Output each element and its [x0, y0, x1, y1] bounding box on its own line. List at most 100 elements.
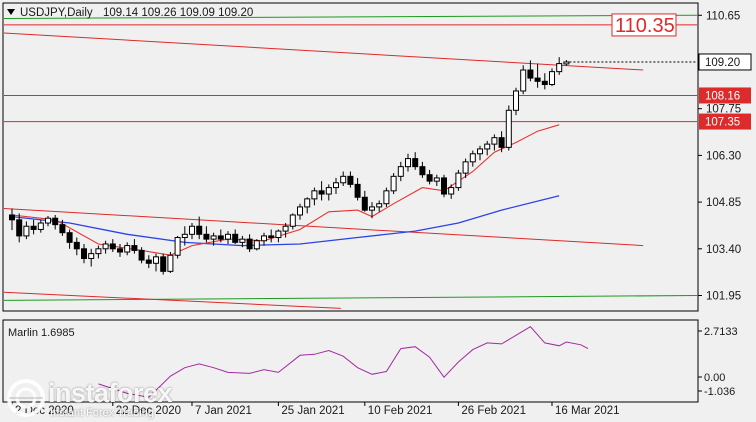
fast-moving-average-line	[11, 124, 560, 256]
candle-body	[203, 233, 210, 240]
level-tag-box	[699, 113, 751, 130]
candle-body	[311, 190, 318, 200]
candle-body	[498, 137, 505, 148]
main-price-panel	[2, 2, 699, 312]
candle-body	[426, 174, 433, 182]
trend-line	[3, 208, 644, 247]
current-price-label: 109.20	[705, 57, 740, 69]
instaforex-watermark: instaforex Instant Forex Trading	[4, 376, 204, 422]
candle-body	[95, 248, 102, 255]
candle-body	[109, 243, 116, 250]
candle-body	[491, 137, 498, 145]
price-tick-label: 104.85	[706, 197, 741, 209]
candle-body	[225, 233, 231, 240]
level-tag-label: 108.16	[705, 90, 740, 102]
candle-body	[246, 238, 253, 250]
time-tick-label: 7 Jan 2021	[195, 405, 252, 417]
candle-body	[239, 238, 246, 243]
candle-body	[513, 90, 519, 111]
candle-body	[52, 217, 59, 226]
candle-body	[73, 241, 80, 250]
indicator-scale-zero: 0.00	[704, 372, 725, 384]
trend-lines	[3, 32, 644, 309]
candle-body	[189, 225, 195, 235]
indicator-panel	[2, 319, 699, 403]
candle-body	[527, 69, 534, 79]
candle-body	[304, 198, 311, 208]
candle-body	[138, 249, 145, 261]
trend-line	[3, 32, 644, 71]
price-tick-label: 107.75	[706, 104, 741, 116]
candle-body	[419, 166, 426, 176]
candle-body	[347, 175, 354, 185]
trend-line	[3, 291, 341, 309]
candle-body	[45, 217, 51, 224]
moving-averages	[11, 124, 560, 256]
candle-body	[376, 203, 383, 208]
candle-body	[563, 61, 570, 65]
slow-moving-average-line	[11, 195, 560, 247]
target-level-box	[611, 13, 677, 37]
candles	[9, 57, 570, 275]
candle-body	[145, 259, 152, 264]
candle-body	[174, 237, 181, 256]
time-tick-label: 16 Mar 2021	[555, 405, 620, 417]
level-tag-box	[699, 87, 751, 104]
price-tick-label: 106.30	[706, 150, 741, 162]
candle-body	[102, 243, 109, 250]
candle-body	[232, 233, 239, 243]
candle-body	[196, 225, 203, 235]
candle-body	[520, 69, 527, 92]
candle-body	[117, 248, 123, 253]
candle-body	[462, 161, 469, 174]
candle-body	[412, 158, 419, 168]
candle-body	[354, 183, 361, 198]
candle-body	[289, 214, 296, 227]
candle-body	[297, 206, 303, 216]
instaforex-logo-icon	[7, 379, 45, 417]
candle-body	[556, 63, 563, 73]
price-tick-label: 110.65	[706, 10, 740, 22]
candle-body	[160, 256, 167, 272]
marlin-line	[98, 326, 589, 398]
candle-body	[16, 219, 23, 237]
candle-body	[333, 182, 339, 189]
candle-body	[131, 245, 138, 251]
current-price-box	[698, 53, 752, 71]
candle-body	[66, 232, 73, 243]
candle-body	[433, 177, 440, 182]
candle-body	[23, 225, 30, 237]
time-axis: 2 Dec 2020 22 Dec 2020 7 Jan 2021 25 Jan 20…	[11, 402, 620, 417]
candle-body	[37, 222, 44, 230]
level-tag-label: 107.35	[705, 117, 740, 129]
candle-body	[448, 187, 455, 195]
candle-body	[325, 187, 332, 195]
collapse-triangle-icon[interactable]	[7, 9, 15, 15]
candle-body	[275, 230, 282, 239]
candle-body	[88, 253, 95, 259]
level-labels: 110.35 108.16 107.35	[611, 13, 751, 130]
candle-body	[217, 235, 224, 240]
candle-body	[30, 225, 37, 230]
price-tick-label: 101.95	[706, 291, 741, 303]
candle-body	[534, 77, 541, 82]
watermark-name: instaforex	[48, 378, 173, 408]
candle-body	[484, 143, 491, 150]
indicator-scale-low: -1.036	[704, 386, 735, 398]
indicator-scale-high: 2.7133	[704, 326, 738, 338]
horizontal-levels	[3, 14, 698, 301]
candle-body	[167, 254, 174, 272]
candle-body	[405, 158, 411, 168]
marlin-oscillator	[98, 326, 589, 398]
time-tick-label: 26 Feb 2021	[461, 405, 526, 417]
candle-body	[505, 109, 512, 148]
candle-body	[318, 190, 325, 195]
candle-body	[210, 235, 217, 240]
watermark-subtitle: Instant Forex Trading	[50, 407, 154, 419]
candle-body	[181, 233, 188, 239]
target-level-label: 110.35	[615, 15, 675, 37]
candle-body	[340, 175, 347, 184]
indicator-label: Marlin 1.6985	[8, 327, 75, 339]
candle-body	[361, 196, 368, 211]
